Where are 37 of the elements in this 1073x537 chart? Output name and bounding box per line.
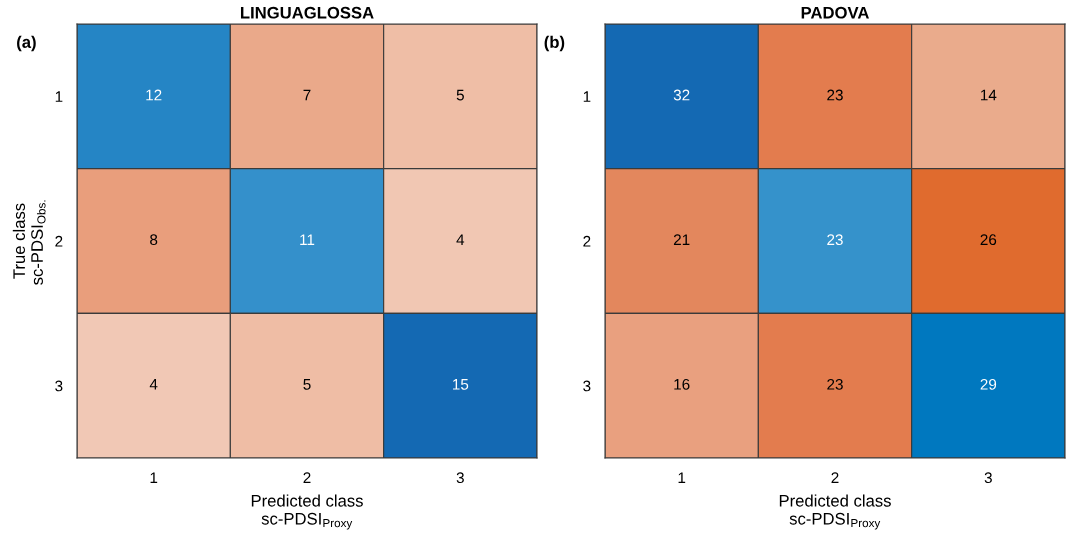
data-label: 23 [827, 234, 843, 246]
chart-title: PADOVA [801, 6, 869, 19]
data-label: 16 [674, 378, 690, 390]
data-label: 12 [146, 89, 162, 101]
text: (b) [544, 35, 565, 52]
data-label: 4 [456, 234, 465, 245]
data-label: 4 [149, 379, 158, 390]
data-label: 8 [150, 234, 158, 246]
data-label: 5 [303, 379, 311, 390]
data-label: 26 [980, 234, 997, 246]
data-label: 23 [827, 378, 843, 390]
y-tick-label: 1 [583, 91, 591, 102]
y-axis-title: True class sc-PDSI$_{Obs.}$ [12, 200, 46, 285]
y-tick-label: 2 [583, 235, 591, 247]
x-tick-label: 2 [831, 472, 839, 483]
x-tick-label: 3 [984, 472, 992, 484]
text: (a) [17, 35, 36, 52]
x-tick-label: 2 [303, 472, 311, 483]
data-label: 15 [453, 379, 469, 390]
y-tick-label: 1 [55, 91, 63, 102]
data-label: 7 [303, 89, 311, 101]
chart-title: LINGUAGLOSSA [240, 6, 374, 19]
x-axis-title: Predicted class sc-PDSI$_{Proxy}$ [779, 494, 891, 530]
data-label: 29 [980, 378, 997, 390]
data-label: 32 [673, 89, 690, 101]
y-tick-label: 3 [55, 380, 63, 392]
x-tick-label: 1 [678, 472, 686, 483]
data-label: 5 [456, 89, 464, 101]
y-tick-label: 3 [583, 380, 591, 392]
data-label: 21 [673, 234, 690, 245]
x-axis-title: Predicted class sc-PDSI$_{Proxy}$ [251, 494, 363, 530]
x-tick-label: 1 [150, 472, 158, 483]
data-label: 23 [827, 89, 843, 101]
data-label: 11 [300, 234, 315, 245]
data-label: 14 [981, 89, 997, 101]
y-tick-label: 2 [55, 235, 63, 247]
x-tick-label: 3 [456, 472, 464, 484]
